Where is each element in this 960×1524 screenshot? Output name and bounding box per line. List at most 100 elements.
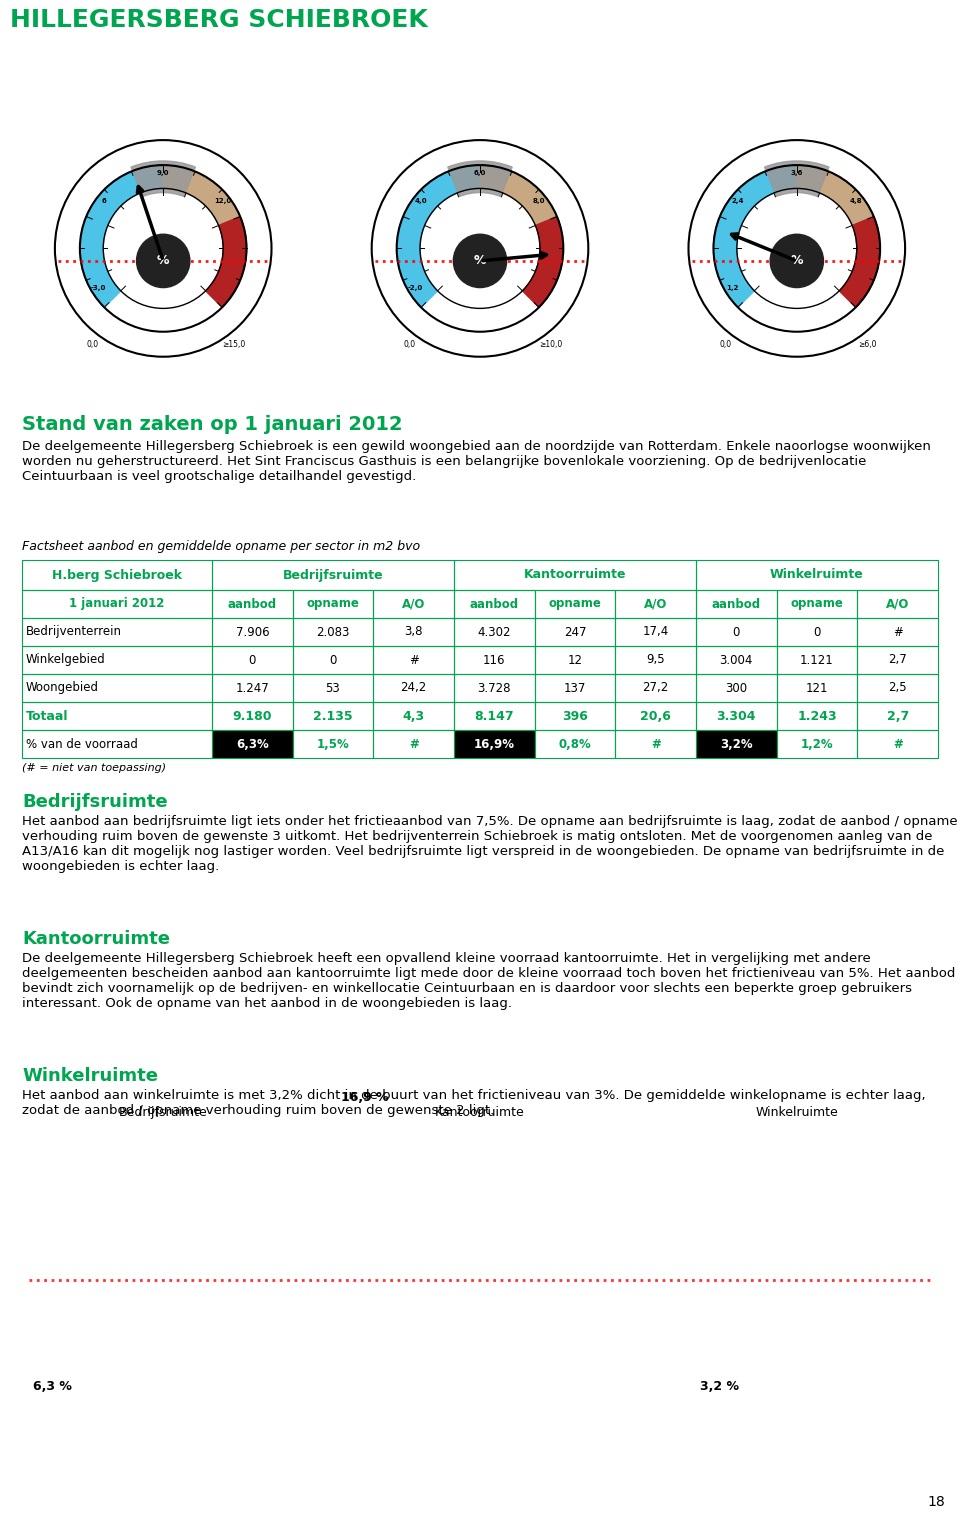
Text: 1,5%: 1,5%: [317, 738, 349, 750]
Text: -2,0: -2,0: [408, 285, 423, 291]
Text: aanbod: aanbod: [711, 597, 761, 611]
Bar: [212, 559, 454, 590]
Text: 18: 18: [927, 1495, 945, 1509]
Text: 9,0: 9,0: [156, 169, 170, 175]
Bar: [535, 590, 615, 619]
Text: 16,9%: 16,9%: [474, 738, 515, 750]
Text: 247: 247: [564, 625, 587, 639]
Text: 6,0: 6,0: [474, 169, 486, 175]
Text: 4,8: 4,8: [850, 198, 862, 204]
Text: ≥15,0: ≥15,0: [223, 340, 246, 349]
Text: 2.083: 2.083: [316, 625, 349, 639]
Text: 9,5: 9,5: [646, 654, 665, 666]
Bar: [696, 559, 938, 590]
Bar: [373, 703, 454, 730]
Text: 300: 300: [725, 681, 748, 695]
Wedge shape: [131, 162, 196, 197]
Bar: [373, 646, 454, 674]
Bar: [777, 703, 857, 730]
Text: 1,2%: 1,2%: [801, 738, 833, 750]
Text: 1,2: 1,2: [726, 285, 738, 291]
Bar: [615, 646, 696, 674]
Text: 6: 6: [102, 198, 107, 204]
Bar: [696, 619, 777, 646]
Text: Winkelgebied: Winkelgebied: [26, 654, 106, 666]
Text: 20,6: 20,6: [640, 710, 671, 722]
Text: %: %: [473, 255, 487, 267]
Bar: [615, 730, 696, 757]
Wedge shape: [80, 165, 163, 308]
Text: 3.304: 3.304: [716, 710, 756, 722]
Bar: [696, 703, 777, 730]
Text: Stand van zaken op 1 januari 2012: Stand van zaken op 1 januari 2012: [22, 415, 402, 434]
Text: 3.004: 3.004: [720, 654, 753, 666]
Text: 0: 0: [329, 654, 337, 666]
Text: 3,8: 3,8: [404, 625, 423, 639]
Text: #: #: [893, 738, 902, 750]
Text: opname: opname: [548, 597, 601, 611]
Text: H.berg Schiebroek: H.berg Schiebroek: [52, 568, 182, 582]
Text: 121: 121: [805, 681, 828, 695]
Wedge shape: [447, 162, 513, 197]
Text: 12,0: 12,0: [214, 198, 231, 204]
Text: De deelgemeente Hillegersberg Schiebroek heeft een opvallend kleine voorraad kan: De deelgemeente Hillegersberg Schiebroek…: [22, 952, 955, 1010]
Bar: [615, 619, 696, 646]
Text: 2,7: 2,7: [886, 710, 909, 722]
Bar: [22, 646, 212, 674]
Bar: [857, 619, 938, 646]
Text: #: #: [893, 625, 902, 639]
Text: 0,0: 0,0: [720, 340, 732, 349]
Bar: [777, 674, 857, 703]
Text: HILLEGERSBERG SCHIEBROEK: HILLEGERSBERG SCHIEBROEK: [10, 8, 427, 32]
Text: Factsheet aanbod en gemiddelde opname per sector in m2 bvo: Factsheet aanbod en gemiddelde opname pe…: [22, 539, 420, 553]
Text: 4.302: 4.302: [477, 625, 511, 639]
Bar: [454, 590, 535, 619]
Bar: [212, 674, 293, 703]
Bar: [293, 674, 373, 703]
Text: 4,3: 4,3: [402, 710, 424, 722]
Text: 9.180: 9.180: [232, 710, 272, 722]
Text: 116: 116: [483, 654, 506, 666]
Bar: [615, 590, 696, 619]
FancyBboxPatch shape: [696, 730, 777, 757]
Bar: [22, 590, 212, 619]
Wedge shape: [205, 216, 247, 308]
Text: 7.906: 7.906: [235, 625, 269, 639]
Bar: [22, 703, 212, 730]
Text: (# = niet van toepassing): (# = niet van toepassing): [22, 764, 166, 773]
Bar: [857, 646, 938, 674]
Text: A/O: A/O: [886, 597, 909, 611]
Wedge shape: [713, 165, 797, 308]
Bar: [857, 674, 938, 703]
Text: 2.135: 2.135: [313, 710, 353, 722]
Text: %: %: [790, 255, 804, 267]
Text: 53: 53: [325, 681, 341, 695]
Bar: [293, 730, 373, 757]
Text: 8.147: 8.147: [474, 710, 515, 722]
Bar: [615, 703, 696, 730]
Text: %: %: [156, 255, 170, 267]
Bar: [696, 646, 777, 674]
Text: 1.121: 1.121: [800, 654, 834, 666]
Circle shape: [453, 235, 507, 288]
Bar: [535, 703, 615, 730]
Bar: [212, 619, 293, 646]
Text: 12: 12: [567, 654, 583, 666]
Wedge shape: [839, 216, 880, 308]
FancyBboxPatch shape: [212, 730, 293, 757]
Wedge shape: [522, 216, 564, 308]
Text: 0: 0: [249, 654, 256, 666]
Bar: [857, 590, 938, 619]
Wedge shape: [480, 165, 557, 226]
Text: #: #: [409, 654, 419, 666]
Bar: [454, 646, 535, 674]
Bar: [777, 619, 857, 646]
Text: 2,5: 2,5: [888, 681, 907, 695]
Text: #: #: [651, 738, 660, 750]
Bar: [293, 590, 373, 619]
Text: Bedrijfsruimte: Bedrijfsruimte: [119, 1106, 207, 1119]
Circle shape: [770, 235, 824, 288]
Bar: [22, 559, 212, 590]
Text: Kantoorruimte: Kantoorruimte: [524, 568, 626, 582]
Text: A/O: A/O: [644, 597, 667, 611]
